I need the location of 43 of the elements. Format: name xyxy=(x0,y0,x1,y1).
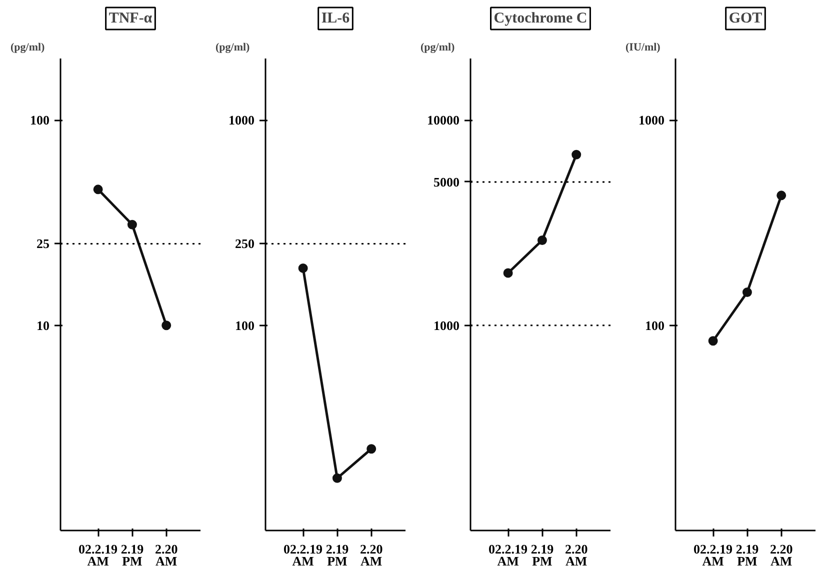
y-tick-label: 10000 xyxy=(427,112,460,128)
y-tick-label: 1000 xyxy=(434,318,460,333)
point xyxy=(127,220,137,230)
y-axis-title: (pg/ml) xyxy=(216,42,250,54)
chart-title: TNF-α xyxy=(108,10,153,26)
y-tick-label: 1000 xyxy=(638,112,664,128)
chart-title: Cytochrome C xyxy=(494,10,588,26)
x-tick-label: 2.19 PM xyxy=(120,542,144,568)
point xyxy=(366,444,376,454)
x-tick-label: 2.20 AM xyxy=(564,542,588,568)
y-tick-label: 100 xyxy=(235,318,254,333)
y-tick-label: 100 xyxy=(645,318,664,333)
x-tick-label: 2.19 PM xyxy=(736,542,760,568)
y-axis-title: (pg/ml) xyxy=(420,42,456,54)
point xyxy=(93,184,103,194)
x-tick-label: 2.20 AM xyxy=(360,542,383,568)
x-tick-label: 02.2.19 AM xyxy=(488,542,528,568)
point xyxy=(162,320,172,330)
y-tick-label: 250 xyxy=(235,236,254,252)
y-tick-label: 10 xyxy=(36,318,50,333)
y-axis-title: (pg/ml) xyxy=(10,42,46,54)
x-tick-label: 02.2.19 AM xyxy=(284,542,324,568)
point xyxy=(742,288,752,298)
y-tick-label: 1000 xyxy=(228,112,254,128)
point xyxy=(776,190,786,200)
y-axis-title: (IU/ml) xyxy=(626,42,661,54)
y-tick-label: 25 xyxy=(36,236,50,252)
x-tick-label: 2.20 AM xyxy=(154,542,178,568)
x-tick-label: 02.2.19 AM xyxy=(78,542,118,568)
point xyxy=(708,336,718,346)
y-tick-label: 5000 xyxy=(434,174,460,190)
chart-title: IL-6 xyxy=(321,10,350,26)
point xyxy=(298,263,308,273)
point xyxy=(503,268,513,278)
point xyxy=(572,150,582,160)
x-tick-label: 02.2.19 AM xyxy=(694,542,734,568)
x-tick-label: 2.19 PM xyxy=(326,542,350,568)
x-tick-label: 2.20 AM xyxy=(770,542,793,568)
point xyxy=(537,236,547,245)
x-tick-label: 2.19 PM xyxy=(530,542,554,568)
y-tick-label: 100 xyxy=(30,112,50,128)
chart-title: GOT xyxy=(728,10,762,26)
point xyxy=(332,473,342,483)
